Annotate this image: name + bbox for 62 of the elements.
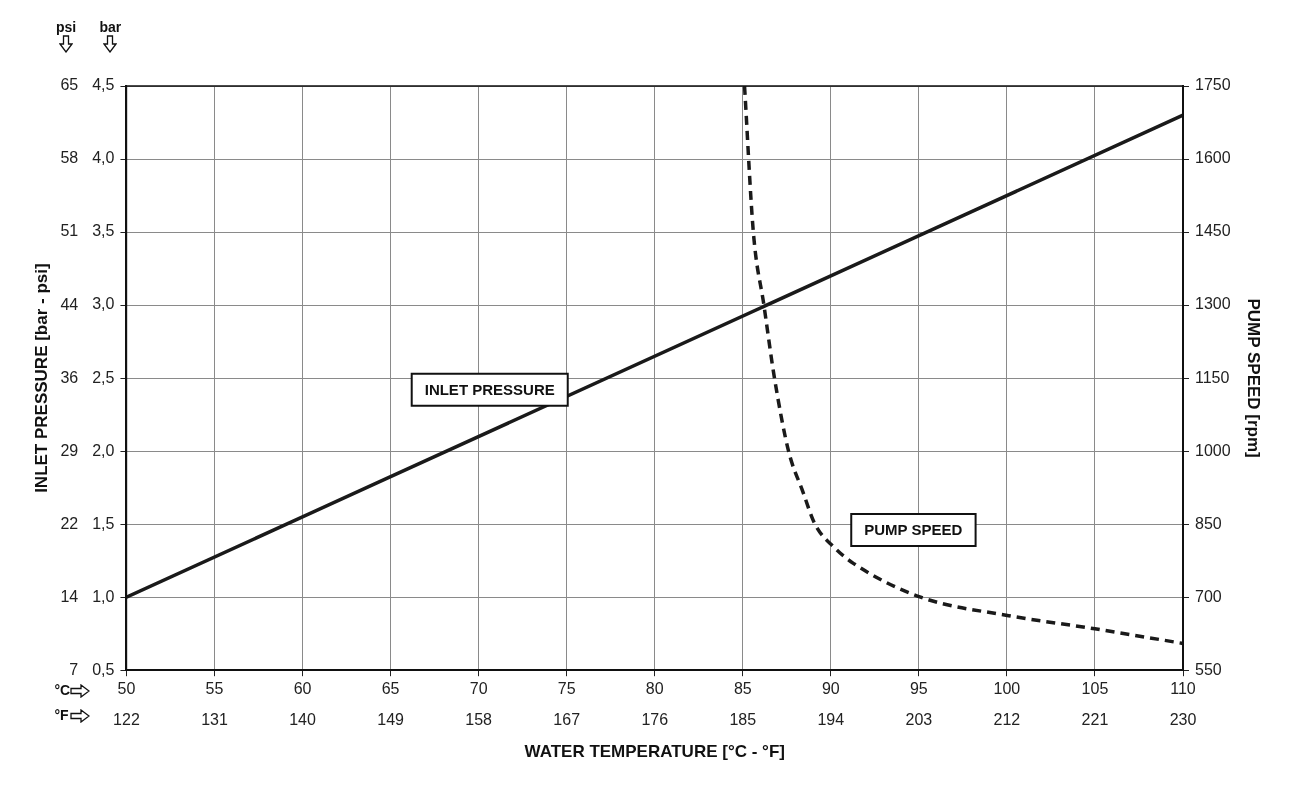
x-tick-label: 105 xyxy=(1081,680,1109,698)
x2-tick-label: 221 xyxy=(1081,711,1109,729)
y2-tick-label: 700 xyxy=(1195,587,1222,605)
y-tick-label: 1,5 xyxy=(92,514,115,532)
x2-tick-label: 122 xyxy=(113,711,140,729)
x-tick-label: 85 xyxy=(733,680,752,698)
y3-tick-label: 22 xyxy=(60,514,79,532)
y-tick-label: 3,0 xyxy=(92,295,115,313)
text: °C xyxy=(54,682,71,699)
y3-tick-label: 7 xyxy=(69,660,79,678)
x-tick-label: 65 xyxy=(381,680,400,698)
x2-tick-label: 203 xyxy=(905,711,933,729)
x-tick-label: 110 xyxy=(1170,680,1196,698)
y2-tick-label: 850 xyxy=(1195,514,1222,532)
x-tick-label: 75 xyxy=(557,680,576,698)
y-tick-label: 3,5 xyxy=(92,222,115,240)
x2-tick-label: 194 xyxy=(817,711,845,729)
x2-tick-label: 185 xyxy=(729,711,757,729)
y-tick-label: 4,0 xyxy=(92,149,115,167)
x2-tick-label: 212 xyxy=(993,711,1021,729)
x2-tick-label: 158 xyxy=(465,711,493,729)
y-tick-label: 1,0 xyxy=(92,587,115,605)
y3-tick-label: 58 xyxy=(60,149,79,167)
x2-tick-label: 176 xyxy=(641,711,669,729)
y2-tick-label: 1450 xyxy=(1195,222,1231,240)
y2-tick-label: 1300 xyxy=(1195,295,1231,313)
x-axis-title: WATER TEMPERATURE [°C - °F] xyxy=(524,742,785,762)
y3-tick-label: 36 xyxy=(60,368,79,386)
x-tick-label: 55 xyxy=(205,680,224,698)
x-tick-label: 90 xyxy=(821,680,840,698)
y2-tick-label: 1750 xyxy=(1195,76,1231,94)
x-tick-label: 100 xyxy=(993,680,1021,698)
y-tick-label: 4,5 xyxy=(92,76,115,94)
x-tick-label: 60 xyxy=(293,680,312,698)
y3-tick-label: 44 xyxy=(60,295,79,313)
y2-tick-label: 1000 xyxy=(1195,441,1231,459)
x2-tick-label: 149 xyxy=(377,711,405,729)
series-label: PUMP SPEED xyxy=(864,521,963,539)
text: °F xyxy=(54,707,70,724)
y2-tick-label: 1600 xyxy=(1195,149,1231,167)
x-tick-label: 95 xyxy=(909,680,928,698)
y3-tick-label: 14 xyxy=(60,587,79,605)
series-label: INLET PRESSURE xyxy=(424,380,555,398)
text: psi xyxy=(55,18,77,35)
y-tick-label: 2,5 xyxy=(92,368,115,386)
x2-tick-label: 167 xyxy=(553,711,581,729)
x2-tick-label: 131 xyxy=(201,711,228,729)
y3-tick-label: 51 xyxy=(60,222,79,240)
y-tick-label: 0,5 xyxy=(92,660,115,678)
x2-tick-label: 230 xyxy=(1169,711,1197,729)
x-tick-label: 70 xyxy=(469,680,488,698)
y-tick-label: 2,0 xyxy=(92,441,115,459)
y3-tick-label: 65 xyxy=(60,76,79,94)
x2-tick-label: 140 xyxy=(289,711,316,729)
x-tick-label: 50 xyxy=(117,680,136,698)
y-axis-title: INLET PRESSURE [bar - psi] xyxy=(31,263,51,493)
y2-tick-label: 1150 xyxy=(1195,368,1230,386)
y2-tick-label: 550 xyxy=(1195,660,1222,678)
x-tick-label: 80 xyxy=(645,680,664,698)
text: bar xyxy=(99,18,122,35)
y3-tick-label: 29 xyxy=(60,441,79,459)
y2-axis-title: PUMP SPEED [rpm] xyxy=(1244,298,1264,458)
